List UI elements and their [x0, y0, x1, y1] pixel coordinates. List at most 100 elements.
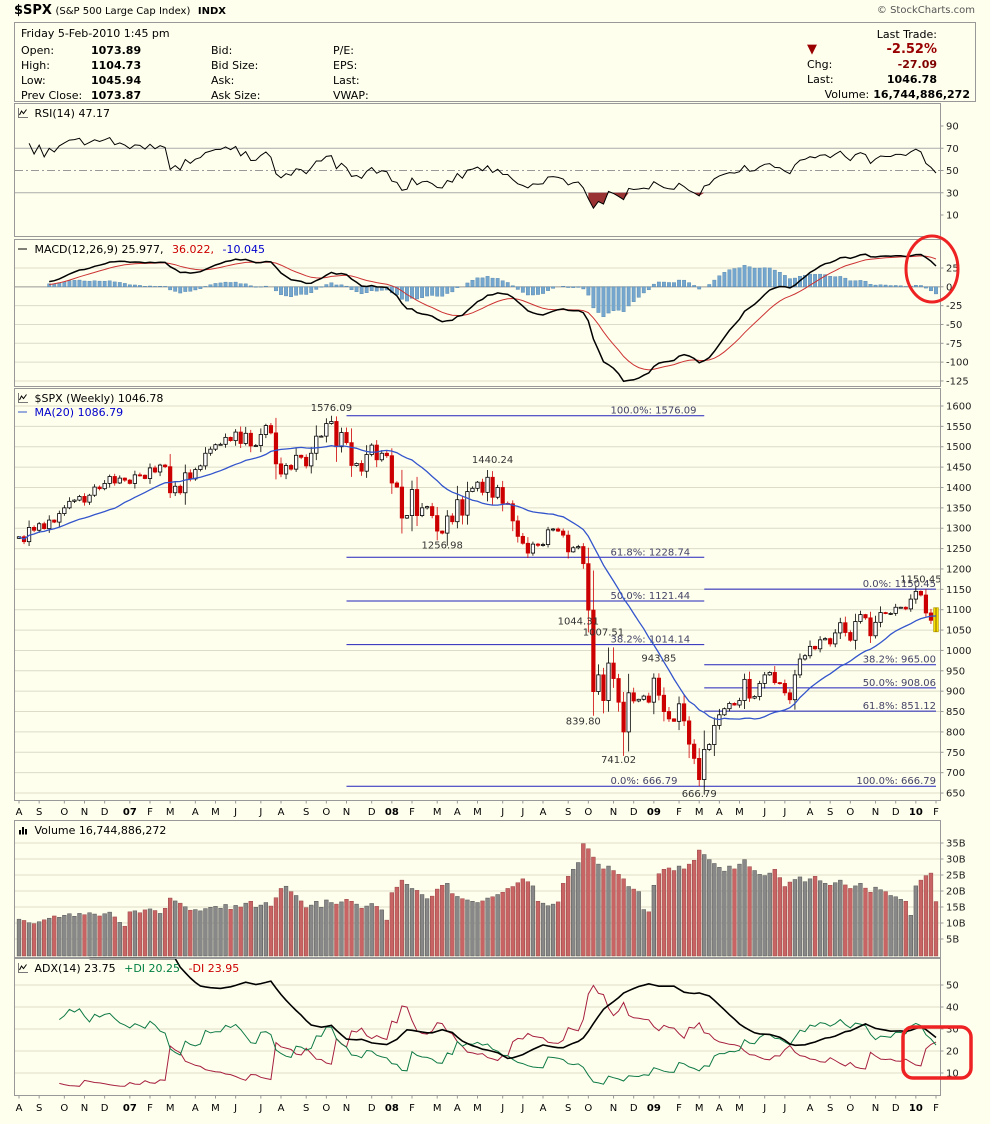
high-value: 1104.73: [91, 59, 142, 72]
svg-text:J: J: [500, 807, 504, 818]
svg-text:J: J: [500, 1103, 504, 1114]
macd-hist-value: -10.045: [222, 243, 265, 256]
svg-text:D: D: [892, 807, 900, 818]
svg-text:M: M: [473, 1103, 482, 1114]
svg-text:61.8%: 851.12: 61.8%: 851.12: [863, 701, 936, 712]
svg-text:N: N: [343, 807, 350, 818]
svg-text:07: 07: [123, 1103, 137, 1114]
svg-text:900: 900: [946, 687, 965, 698]
quote-panel: Friday 5-Feb-2010 1:45 pm Open: 1073.89 H…: [14, 22, 976, 102]
last-trade-label: Last Trade:: [876, 28, 937, 41]
stockcharts-credit-link[interactable]: © StockCharts.com: [876, 5, 975, 16]
svg-text:800: 800: [946, 727, 965, 738]
svg-text:M: M: [166, 1103, 175, 1114]
svg-text:1250: 1250: [946, 544, 971, 555]
svg-text:50.0%: 1121.44: 50.0%: 1121.44: [611, 591, 691, 602]
svg-text:O: O: [60, 1103, 68, 1114]
svg-text:08: 08: [385, 1103, 399, 1114]
low-value: 1045.94: [91, 74, 142, 87]
svg-text:S: S: [303, 1103, 309, 1114]
svg-text:O: O: [584, 807, 592, 818]
svg-text:10: 10: [909, 1103, 923, 1114]
svg-text:F: F: [676, 807, 682, 818]
svg-text:1200: 1200: [946, 564, 971, 575]
macd-panel-label: MACD(12,26,9) 25.977, 36.022, -10.045: [18, 243, 265, 256]
svg-text:J: J: [258, 1103, 262, 1114]
open-value: 1073.89: [91, 44, 142, 57]
svg-text:100.0%: 666.79: 100.0%: 666.79: [856, 776, 936, 787]
svg-text:J: J: [233, 1103, 237, 1114]
svg-text:61.8%: 1228.74: 61.8%: 1228.74: [611, 547, 691, 558]
rsi-panel: 90 70 50 30 10: [14, 103, 959, 237]
svg-text:38.2%: 965.00: 38.2%: 965.00: [863, 655, 936, 666]
svg-text:N: N: [343, 1103, 350, 1114]
macd-signal-value: 36.022,: [172, 243, 215, 256]
svg-text:F: F: [933, 807, 939, 818]
adx-highlight-box: [901, 1025, 973, 1080]
high-label: High:: [21, 59, 50, 72]
svg-text:0.0%: 666.79: 0.0%: 666.79: [611, 776, 678, 787]
open-label: Open:: [21, 44, 55, 57]
svg-text:25: 25: [946, 264, 959, 275]
adx-label-text: ADX(14) 23.75: [34, 962, 116, 975]
svg-text:1450: 1450: [946, 463, 971, 474]
adx-panel: 50 40 30 20 10: [14, 957, 959, 1096]
svg-text:38.2%: 1014.14: 38.2%: 1014.14: [611, 635, 691, 646]
svg-text:09: 09: [647, 1103, 661, 1114]
svg-text:-125: -125: [946, 376, 969, 387]
plus-di-label: +DI 20.25: [124, 962, 181, 975]
svg-text:O: O: [60, 807, 68, 818]
svg-text:N: N: [872, 807, 879, 818]
eps-label: EPS:: [333, 59, 358, 72]
svg-text:D: D: [101, 1103, 109, 1114]
svg-text:J: J: [762, 1103, 766, 1114]
svg-text:-50: -50: [946, 320, 962, 331]
svg-text:1300: 1300: [946, 524, 971, 535]
price-panel: 100.0%: 1576.09 61.8%: 1228.74 50.0%: 1121…: [14, 388, 971, 801]
svg-text:-75: -75: [946, 339, 962, 350]
svg-text:10: 10: [909, 807, 923, 818]
svg-text:M: M: [735, 807, 744, 818]
svg-text:F: F: [147, 807, 153, 818]
ask-size-label: Ask Size:: [211, 89, 261, 102]
svg-text:08: 08: [385, 807, 399, 818]
line-legend-icon: [18, 411, 27, 413]
svg-text:30: 30: [946, 1025, 959, 1036]
svg-text:S: S: [565, 807, 571, 818]
svg-text:0.0%: 1150.45: 0.0%: 1150.45: [863, 579, 936, 590]
volume-label-text: Volume 16,744,886,272: [34, 824, 167, 837]
svg-text:M: M: [211, 807, 220, 818]
percent-change: -2.52%: [886, 42, 938, 57]
svg-text:1600: 1600: [946, 402, 971, 413]
ticker-name: (S&P 500 Large Cap Index): [55, 6, 191, 17]
svg-text:1576.09: 1576.09: [311, 403, 352, 414]
svg-text:-100: -100: [946, 358, 969, 369]
svg-text:1050: 1050: [946, 626, 971, 637]
quote-col-bidask: Bid: Bid Size: Ask: Ask Size:: [211, 43, 333, 103]
svg-text:839.80: 839.80: [566, 717, 601, 728]
svg-text:20B: 20B: [946, 887, 966, 898]
annotations: [901, 234, 973, 1080]
last-col-label: Last:: [333, 74, 360, 87]
svg-text:1440.24: 1440.24: [472, 455, 513, 466]
minus-di-label: -DI 23.95: [188, 962, 240, 975]
svg-text:70: 70: [946, 144, 959, 155]
svg-text:1256.98: 1256.98: [422, 541, 463, 552]
ticker-symbol: $SPX: [14, 3, 52, 18]
svg-text:50.0%: 908.06: 50.0%: 908.06: [863, 678, 936, 689]
svg-text:J: J: [520, 807, 524, 818]
svg-text:F: F: [409, 1103, 415, 1114]
svg-text:A: A: [278, 1103, 285, 1114]
svg-text:A: A: [716, 1103, 723, 1114]
svg-text:1044.31: 1044.31: [558, 617, 599, 628]
volume-value: 16,744,886,272: [873, 88, 970, 101]
svg-text:A: A: [807, 807, 814, 818]
time-axis: A A S S O O N N D D 07 07 F F M M A A M M J J J J A A S S O O N N D D 08 08…: [16, 800, 939, 1114]
rsi-panel-label: RSI(14) 47.17: [18, 107, 110, 120]
bid-size-label: Bid Size:: [211, 59, 259, 72]
svg-text:A: A: [454, 1103, 461, 1114]
svg-text:50: 50: [946, 166, 959, 177]
macd-panel: 25 0 -25 -50 -75 -100 -125: [14, 239, 969, 387]
svg-text:07: 07: [123, 807, 137, 818]
